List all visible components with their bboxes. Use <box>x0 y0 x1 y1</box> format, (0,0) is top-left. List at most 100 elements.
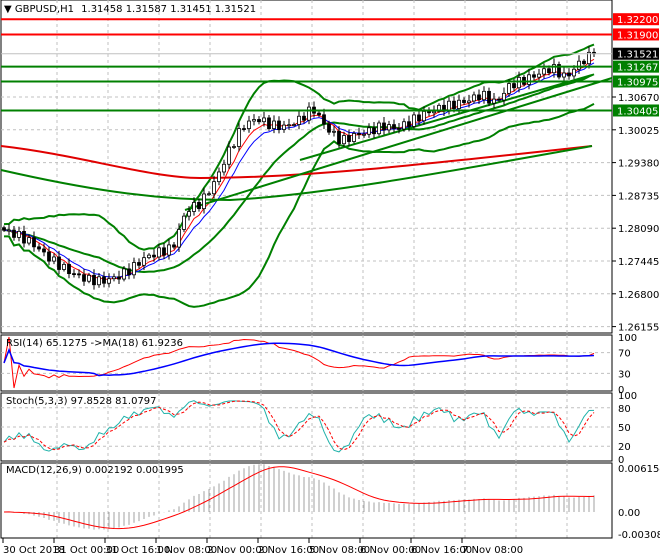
stoch-axis-label: 50 <box>618 423 631 434</box>
candle-body <box>487 90 491 104</box>
level-price-label: 1.31267 <box>617 63 658 74</box>
candle-body <box>387 124 391 131</box>
candle-body <box>127 268 131 276</box>
candle-body <box>537 73 541 78</box>
candle-body <box>457 99 461 109</box>
candle-body <box>282 124 286 130</box>
candle-body <box>77 273 81 276</box>
candle-body <box>152 254 156 258</box>
candle-body <box>2 227 6 231</box>
chart-title: ▼ GBPUSD,H1 1.31458 1.31587 1.31451 1.31… <box>4 4 256 15</box>
time-tick-label: 2 Nov 16:00 <box>258 545 319 556</box>
time-tick-label: 5 Nov 08:00 <box>309 545 370 556</box>
candle-body <box>377 122 381 135</box>
candle-body <box>427 111 431 114</box>
time-tick-label: 1 Nov 08:00 <box>156 545 217 556</box>
candle-body <box>302 115 306 121</box>
candle-body <box>42 248 46 253</box>
candle-body <box>247 120 251 130</box>
candle-body <box>122 268 126 280</box>
candle-body <box>217 171 221 183</box>
stoch-main-line <box>3 400 595 453</box>
candle-body <box>157 247 161 258</box>
time-tick-label: 6 Nov 00:00 <box>360 545 421 556</box>
dropdown-triangle-icon[interactable]: ▼ <box>4 4 12 15</box>
bollinger-upper <box>3 43 595 251</box>
candle-body <box>517 76 521 89</box>
candle-body <box>62 263 66 270</box>
candle-body <box>147 254 151 259</box>
candle-body <box>27 237 31 244</box>
candle-body <box>187 211 191 217</box>
price-tick-label: 1.27445 <box>618 257 659 268</box>
candle-body <box>462 99 466 103</box>
candle-body <box>32 237 36 248</box>
rsi-axis-label: 0 <box>618 385 624 396</box>
candle-body <box>577 60 581 70</box>
level-price-label: 1.30405 <box>617 106 658 117</box>
candle-body <box>562 72 566 78</box>
stoch-signal-line <box>3 400 595 451</box>
level-tag <box>613 28 659 41</box>
candle-body <box>277 120 281 130</box>
candle-body <box>482 90 486 101</box>
candle-body <box>182 215 186 230</box>
candle-body <box>162 247 166 256</box>
time-tick-label: 7 Nov 08:00 <box>462 545 523 556</box>
candle-body <box>572 68 576 77</box>
ma-fast <box>3 58 595 280</box>
candle-body <box>542 68 546 75</box>
bollinger-middle <box>3 73 595 273</box>
candle-body <box>87 274 91 282</box>
candle-body <box>527 74 531 85</box>
candle-body <box>292 124 296 126</box>
price-tick-label: 1.30670 <box>618 93 659 104</box>
candle-body <box>287 124 291 127</box>
candle-body <box>492 98 496 104</box>
price-tick-label: 1.26800 <box>618 290 659 301</box>
level-tag <box>613 47 659 60</box>
time-tick-label: 6 Nov 16:00 <box>411 545 472 556</box>
stoch-axis-label: 80 <box>618 404 631 415</box>
price-tick-label: 1.26155 <box>618 323 659 334</box>
price-tick-label: 1.28090 <box>618 224 659 235</box>
stoch-axis-label: 100 <box>618 391 637 402</box>
candle-body <box>177 229 181 248</box>
level-tag <box>613 75 659 88</box>
candle-body <box>467 100 471 103</box>
candle-body <box>352 133 356 142</box>
candle-body <box>237 128 241 147</box>
level-price-label: 1.31900 <box>617 30 658 41</box>
rsi-axis-label: 30 <box>618 369 631 380</box>
candle-body <box>107 278 111 284</box>
level-tag <box>613 13 659 26</box>
candle-body <box>382 122 386 131</box>
candle-body <box>52 256 56 262</box>
candle-body <box>232 146 236 148</box>
candle-body <box>367 127 371 135</box>
candle-body <box>192 201 196 212</box>
candle-body <box>172 244 176 248</box>
stoch-axis-label: 0 <box>618 455 624 466</box>
candle-body <box>587 51 591 65</box>
candle-body <box>557 64 561 78</box>
candle-body <box>317 112 321 116</box>
candle-body <box>257 119 261 123</box>
candle-body <box>567 72 571 77</box>
candle-body <box>37 246 41 250</box>
level-price-label: 1.32200 <box>617 15 658 26</box>
candle-body <box>82 274 86 282</box>
macd-axis-label: 0.006154 <box>618 464 660 475</box>
level-price-label: 1.31521 <box>617 50 658 61</box>
candle-body <box>242 128 246 130</box>
candle-body <box>12 229 16 238</box>
trendline-support <box>184 77 613 211</box>
candle-body <box>397 128 401 130</box>
candle-body <box>402 121 406 130</box>
candle-body <box>332 130 336 133</box>
candle-body <box>422 111 426 122</box>
ma-long-green <box>0 145 593 202</box>
candle-body <box>417 114 421 122</box>
